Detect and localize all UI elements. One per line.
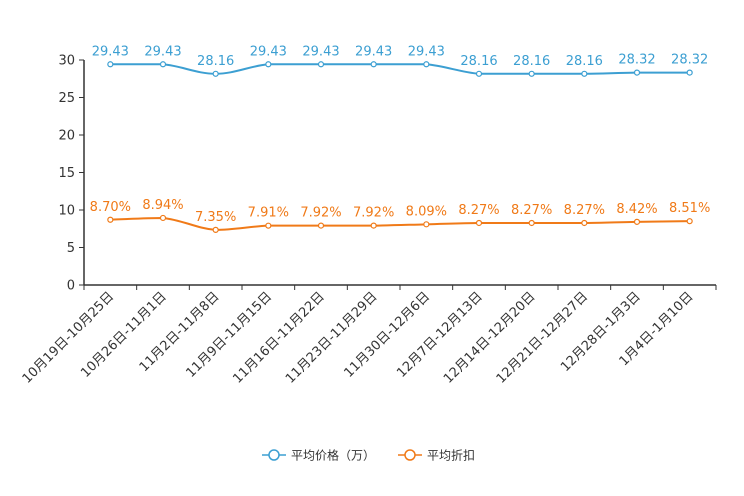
- legend: 平均价格（万） 平均折扣: [262, 448, 475, 463]
- data-label: 29.43: [408, 44, 445, 59]
- data-point: [633, 218, 641, 225]
- y-tick-label: 25: [58, 91, 75, 106]
- data-point: [528, 70, 535, 77]
- y-axis: 0 5 10 15 20 25 30: [58, 54, 85, 294]
- data-label: 7.91%: [248, 206, 289, 221]
- data-point: [107, 61, 114, 68]
- legend-marker: [268, 449, 280, 461]
- legend-label: 平均价格（万）: [291, 448, 375, 463]
- data-point: [633, 69, 641, 76]
- data-point: [212, 70, 219, 77]
- data-label: 28.16: [460, 54, 497, 69]
- data-label: 8.27%: [458, 203, 499, 218]
- data-label: 8.70%: [90, 200, 131, 215]
- data-point: [686, 69, 693, 76]
- data-point: [581, 219, 588, 227]
- data-point: [265, 61, 272, 68]
- legend-marker: [404, 449, 416, 461]
- data-label: 29.43: [92, 44, 129, 59]
- data-label: 8.27%: [564, 203, 605, 218]
- data-point: [475, 70, 483, 77]
- y-tick-label: 15: [58, 166, 75, 181]
- data-label: 29.43: [302, 44, 339, 59]
- data-point: [317, 61, 325, 68]
- data-point: [581, 70, 588, 77]
- legend-item-2: 平均折扣: [398, 448, 475, 463]
- data-label: 29.43: [144, 44, 181, 59]
- series-layer: 29.43 29.43 28.16 29.43 29.43 29.43 29.43 28.16…: [90, 44, 710, 233]
- data-label: 8.09%: [406, 204, 447, 219]
- data-label: 7.92%: [353, 206, 394, 221]
- y-tick-label: 0: [67, 279, 75, 294]
- y-tick-label: 10: [58, 204, 75, 219]
- data-label: 28.32: [671, 53, 708, 68]
- series-line: [110, 63, 690, 75]
- data-label: 28.16: [513, 54, 550, 69]
- legend-item-1: 平均价格（万）: [262, 448, 375, 463]
- data-point: [423, 61, 430, 68]
- series-2: 8.70% 8.94% 7.35% 7.91% 7.92% 7.92% 8.09% 8.27%…: [90, 198, 710, 233]
- data-point: [212, 226, 219, 233]
- data-label: 28.32: [618, 53, 655, 68]
- data-point: [370, 222, 377, 229]
- y-tick-label: 20: [58, 129, 75, 144]
- series-line: [110, 216, 690, 231]
- y-tick-label: 30: [58, 54, 75, 69]
- data-point: [528, 219, 535, 227]
- data-point: [107, 216, 114, 223]
- data-point: [475, 219, 483, 227]
- data-label: 7.92%: [300, 206, 341, 221]
- data-point: [159, 214, 167, 222]
- y-tick-label: 5: [67, 241, 75, 256]
- series-1: 29.43 29.43 28.16 29.43 29.43 29.43 29.43 28.16…: [92, 44, 708, 77]
- x-axis: 10月19日-10月25日10月26日-11月1日11月2日-11月8日11月9…: [20, 284, 717, 387]
- x-tick-label: 11月23日-11月29日: [283, 289, 380, 386]
- data-label: 29.43: [250, 44, 287, 59]
- data-label: 8.94%: [142, 198, 183, 213]
- x-tick-label: 11月16日-11月22日: [230, 289, 327, 386]
- x-tick-label: 12月21日-12月27日: [494, 289, 591, 386]
- data-point: [423, 221, 430, 228]
- data-label: 8.42%: [616, 202, 657, 217]
- data-point: [159, 61, 167, 68]
- data-point: [317, 222, 325, 229]
- data-label: 7.35%: [195, 210, 236, 225]
- x-tick-label: 10月19日-10月25日: [20, 289, 117, 386]
- data-point: [686, 218, 693, 225]
- data-label: 29.43: [355, 44, 392, 59]
- data-label: 8.51%: [669, 201, 710, 216]
- x-tick-label: 12月14日-12月20日: [441, 289, 538, 386]
- data-label: 28.16: [197, 54, 234, 69]
- data-point: [265, 222, 272, 229]
- legend-label: 平均折扣: [427, 448, 475, 463]
- data-label: 8.27%: [511, 203, 552, 218]
- data-point: [370, 61, 377, 68]
- data-label: 28.16: [566, 54, 603, 69]
